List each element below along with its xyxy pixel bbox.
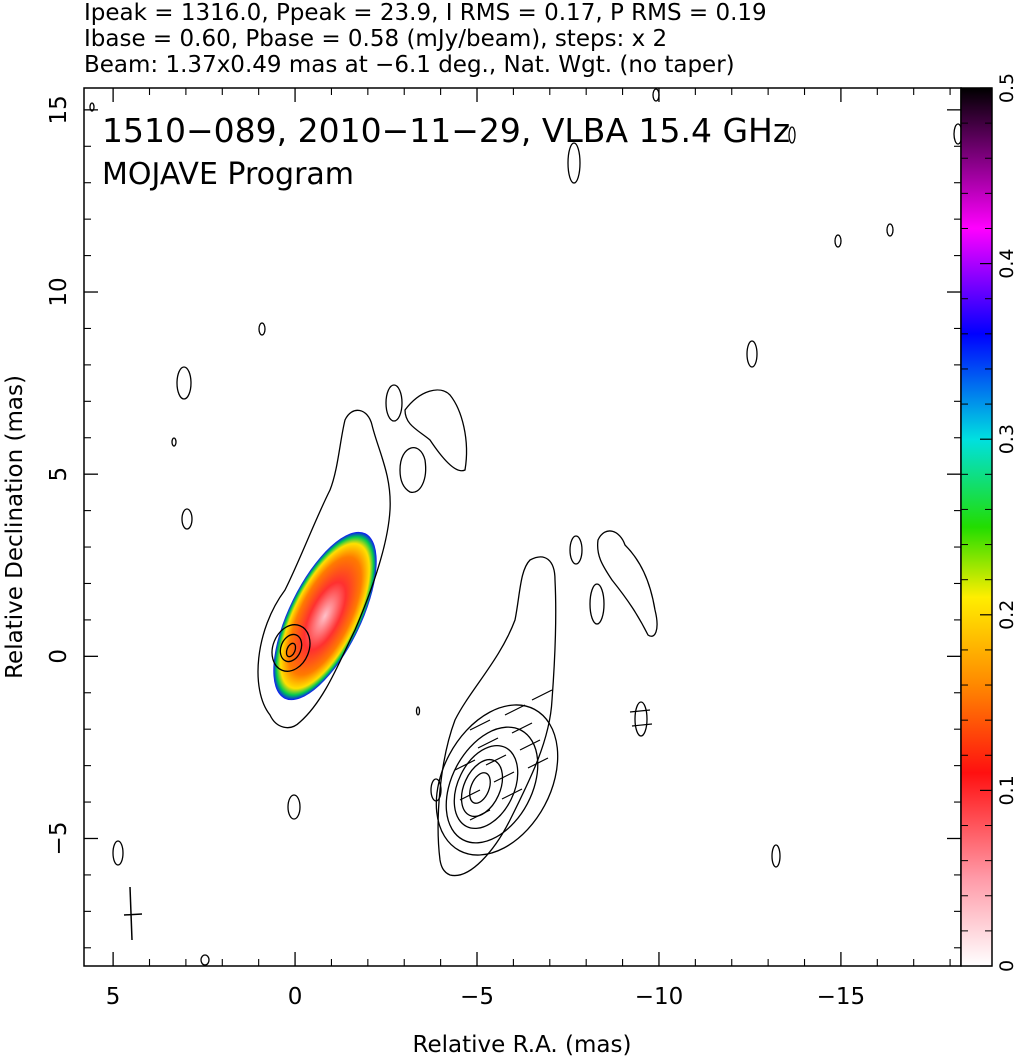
beam-marker (123, 886, 143, 941)
y-axis-label: Relative Declination (mas) (2, 375, 28, 679)
y-tick-label: 0 (46, 649, 72, 664)
x-tick-label: −5 (460, 984, 494, 1010)
x-tick-label: 5 (106, 984, 121, 1010)
header-line-2: Ibase = 0.60, Pbase = 0.58 (mJy/beam), s… (84, 26, 668, 52)
core-contours (257, 384, 468, 729)
colorbar-axis: 0 0.1 0.2 0.3 0.4 0.5 (961, 73, 1018, 972)
x-tick-label: −15 (817, 984, 866, 1010)
noise-contours (89, 88, 961, 966)
colorbar-tick-label: 0.3 (996, 424, 1018, 454)
x-tick-label: −10 (635, 984, 684, 1010)
y-axis: 15 10 5 0 −5 (46, 95, 961, 949)
jet-contours (435, 530, 658, 877)
colorbar (960, 87, 993, 967)
header-line-3: Beam: 1.37x0.49 mas at −6.1 deg., Nat. W… (84, 52, 735, 78)
program-annotation: MOJAVE Program (102, 157, 354, 192)
y-tick-label: −5 (46, 822, 72, 856)
colorbar-tick-label: 0.4 (996, 248, 1018, 278)
y-tick-label: 15 (46, 95, 72, 124)
colorbar-tick-label: 0.2 (996, 600, 1018, 630)
colorbar-tick-label: 0 (996, 960, 1018, 972)
header-line-1: Ipeak = 1316.0, Ppeak = 23.9, I RMS = 0.… (84, 0, 767, 26)
x-axis: 5 0 −5 −10 −15 (106, 88, 951, 1010)
colorbar-tick-label: 0.5 (996, 73, 1018, 103)
jet-contour-outer (437, 556, 557, 877)
source-annotation: 1510−089, 2010−11−29, VLBA 15.4 GHz (102, 111, 790, 150)
y-tick-label: 5 (46, 467, 72, 482)
colorbar-tick-label: 0.1 (996, 775, 1018, 805)
evpa-vectors (454, 689, 653, 821)
x-axis-label: Relative R.A. (mas) (413, 1032, 632, 1058)
y-tick-label: 10 (46, 277, 72, 306)
x-tick-label: 0 (288, 984, 303, 1010)
core-contour-outer (257, 409, 391, 729)
polarization-intensity-map (273, 531, 377, 701)
